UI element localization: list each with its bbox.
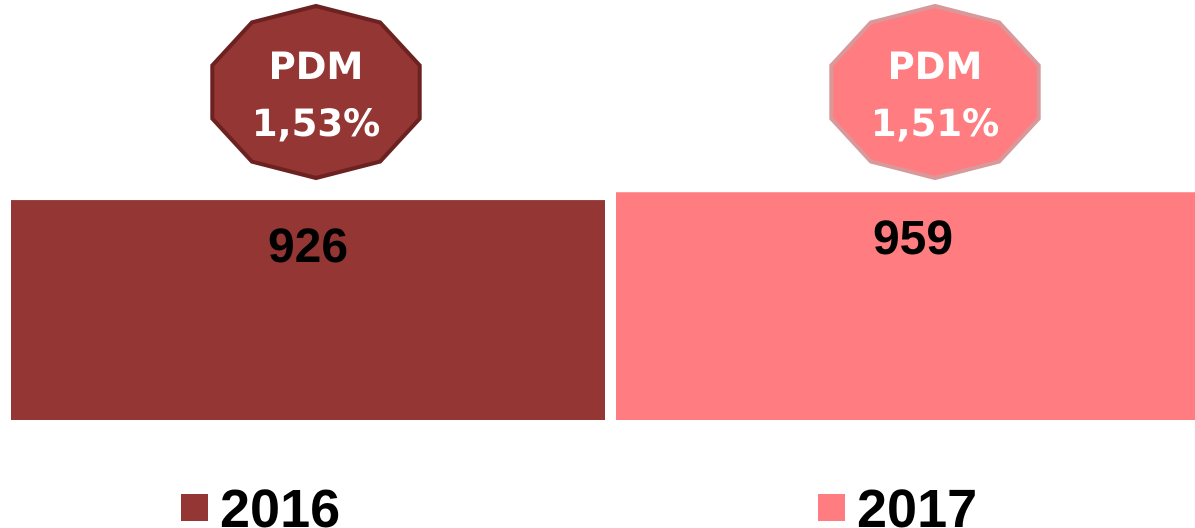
pdm-badge-2017 — [829, 3, 1041, 181]
legend-label-2016: 2016 — [220, 479, 340, 528]
legend-swatch-2016 — [181, 494, 208, 521]
pdm-badge-2016 — [210, 3, 422, 181]
legend-label-2017: 2017 — [857, 479, 977, 528]
bar-2016 — [11, 200, 605, 420]
pdm-badge-label-2016: PDM — [269, 45, 364, 88]
pdm-badge-label-2017: PDM — [888, 45, 983, 88]
legend-swatch-2017 — [818, 494, 845, 521]
pdm-badge-value-2016: 1,53% — [252, 102, 380, 145]
bar-2017 — [616, 192, 1195, 420]
data-label-2016: 926 — [268, 220, 348, 273]
data-label-2017: 959 — [873, 212, 953, 265]
pdm-badge-value-2017: 1,51% — [871, 102, 999, 145]
